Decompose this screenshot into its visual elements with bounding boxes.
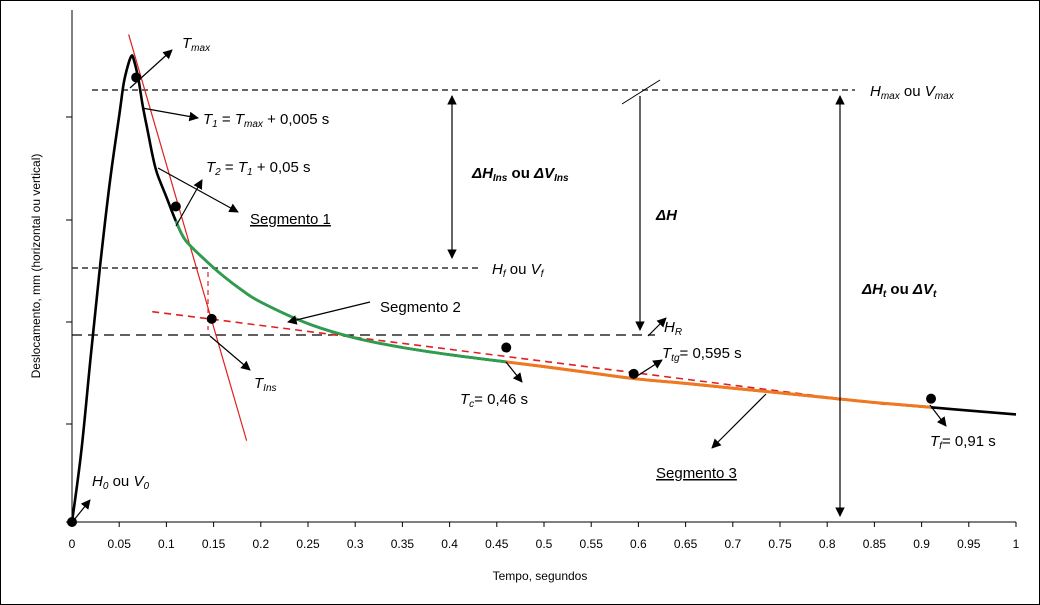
x-tick-label: 0.4 [441,537,458,551]
label-hr: HR [664,319,682,338]
x-tick-label: 0.25 [296,537,320,551]
x-axis-title: Tempo, segundos [493,569,588,583]
x-tick-label: 0.7 [724,537,741,551]
x-tick-label: 0.45 [485,537,509,551]
tc-pointer [505,361,523,383]
tf-pointer [929,404,947,427]
x-tick-label: 0.95 [957,537,981,551]
point-t1 [131,72,142,83]
label-delta-h-ins: ΔHIns ou ΔVIns [471,165,569,184]
seg1-pointer [157,167,239,213]
x-ticks: 0 0.05 0.1 0.15 0.2 0.25 0.3 0.35 0.4 0.45 0.5 0.55… [69,522,1020,551]
x-tick-label: 0 [69,537,76,551]
x-tick-label: 0.75 [768,537,792,551]
label-tc: Tc= 0,46 s [460,391,528,410]
label-t2: T2 = T1 + 0,05 s [206,159,311,178]
x-tick-label: 0.2 [252,537,269,551]
label-segmento-1: Segmento 1 [250,211,331,228]
label-delta-ht: ΔHt ou ΔVt [861,281,937,300]
key-points [67,72,937,527]
label-tmax: Tmax [182,35,211,54]
label-h0: H0 ou V0 [92,473,149,492]
segment-2-curve [174,220,507,364]
y-axis-title: Deslocamento, mm (horizontal ou vertical… [29,154,43,379]
t1-pointer [141,107,199,122]
x-tick-label: 1 [1013,537,1020,551]
x-tick-label: 0.05 [108,537,132,551]
x-tick-label: 0.5 [536,537,553,551]
seg2-pointer [287,301,371,325]
hr-pointer [647,317,667,337]
label-delta-h: ΔH [655,207,678,224]
point-ttg [628,368,639,379]
x-tick-label: 0.9 [913,537,930,551]
x-tick-label: 0.15 [202,537,226,551]
tins-pointer [209,335,251,371]
seg3-pointer [711,393,767,449]
x-tick-label: 0.3 [347,537,364,551]
x-tick-label: 0.1 [158,537,175,551]
tmax-pointer [129,49,173,89]
label-ttg: Ttg= 0,595 s [662,345,742,364]
segment-3-curve [506,360,932,409]
x-tick-label: 0.35 [391,537,415,551]
delta-h-break-tick [621,79,661,105]
tangent-line-solid [128,34,248,441]
label-tf: Tf= 0,91 s [930,433,996,452]
tangent-line-dashed [152,310,889,406]
label-tins: TIns [254,375,277,394]
label-segmento-2: Segmento 2 [380,299,461,316]
label-t1: T1 = Tmax + 0,005 s [203,111,329,130]
x-tick-label: 0.6 [630,537,647,551]
point-t2 [170,201,181,212]
t2-pointer [175,179,203,227]
x-tick-label: 0.8 [819,537,836,551]
label-segmento-3: Segmento 3 [656,465,737,482]
y-ticks [66,116,72,523]
point-tins [206,313,217,324]
ttg-pointer [633,359,663,379]
point-tc [501,342,512,353]
label-hmax: Hmax ou Vmax [870,83,955,102]
point-tf [926,393,937,404]
h0-pointer [73,499,91,521]
x-tick-label: 0.55 [580,537,604,551]
x-tick-label: 0.65 [674,537,698,551]
label-hf: Hf ou Vf [492,261,545,280]
x-tick-label: 0.85 [863,537,887,551]
